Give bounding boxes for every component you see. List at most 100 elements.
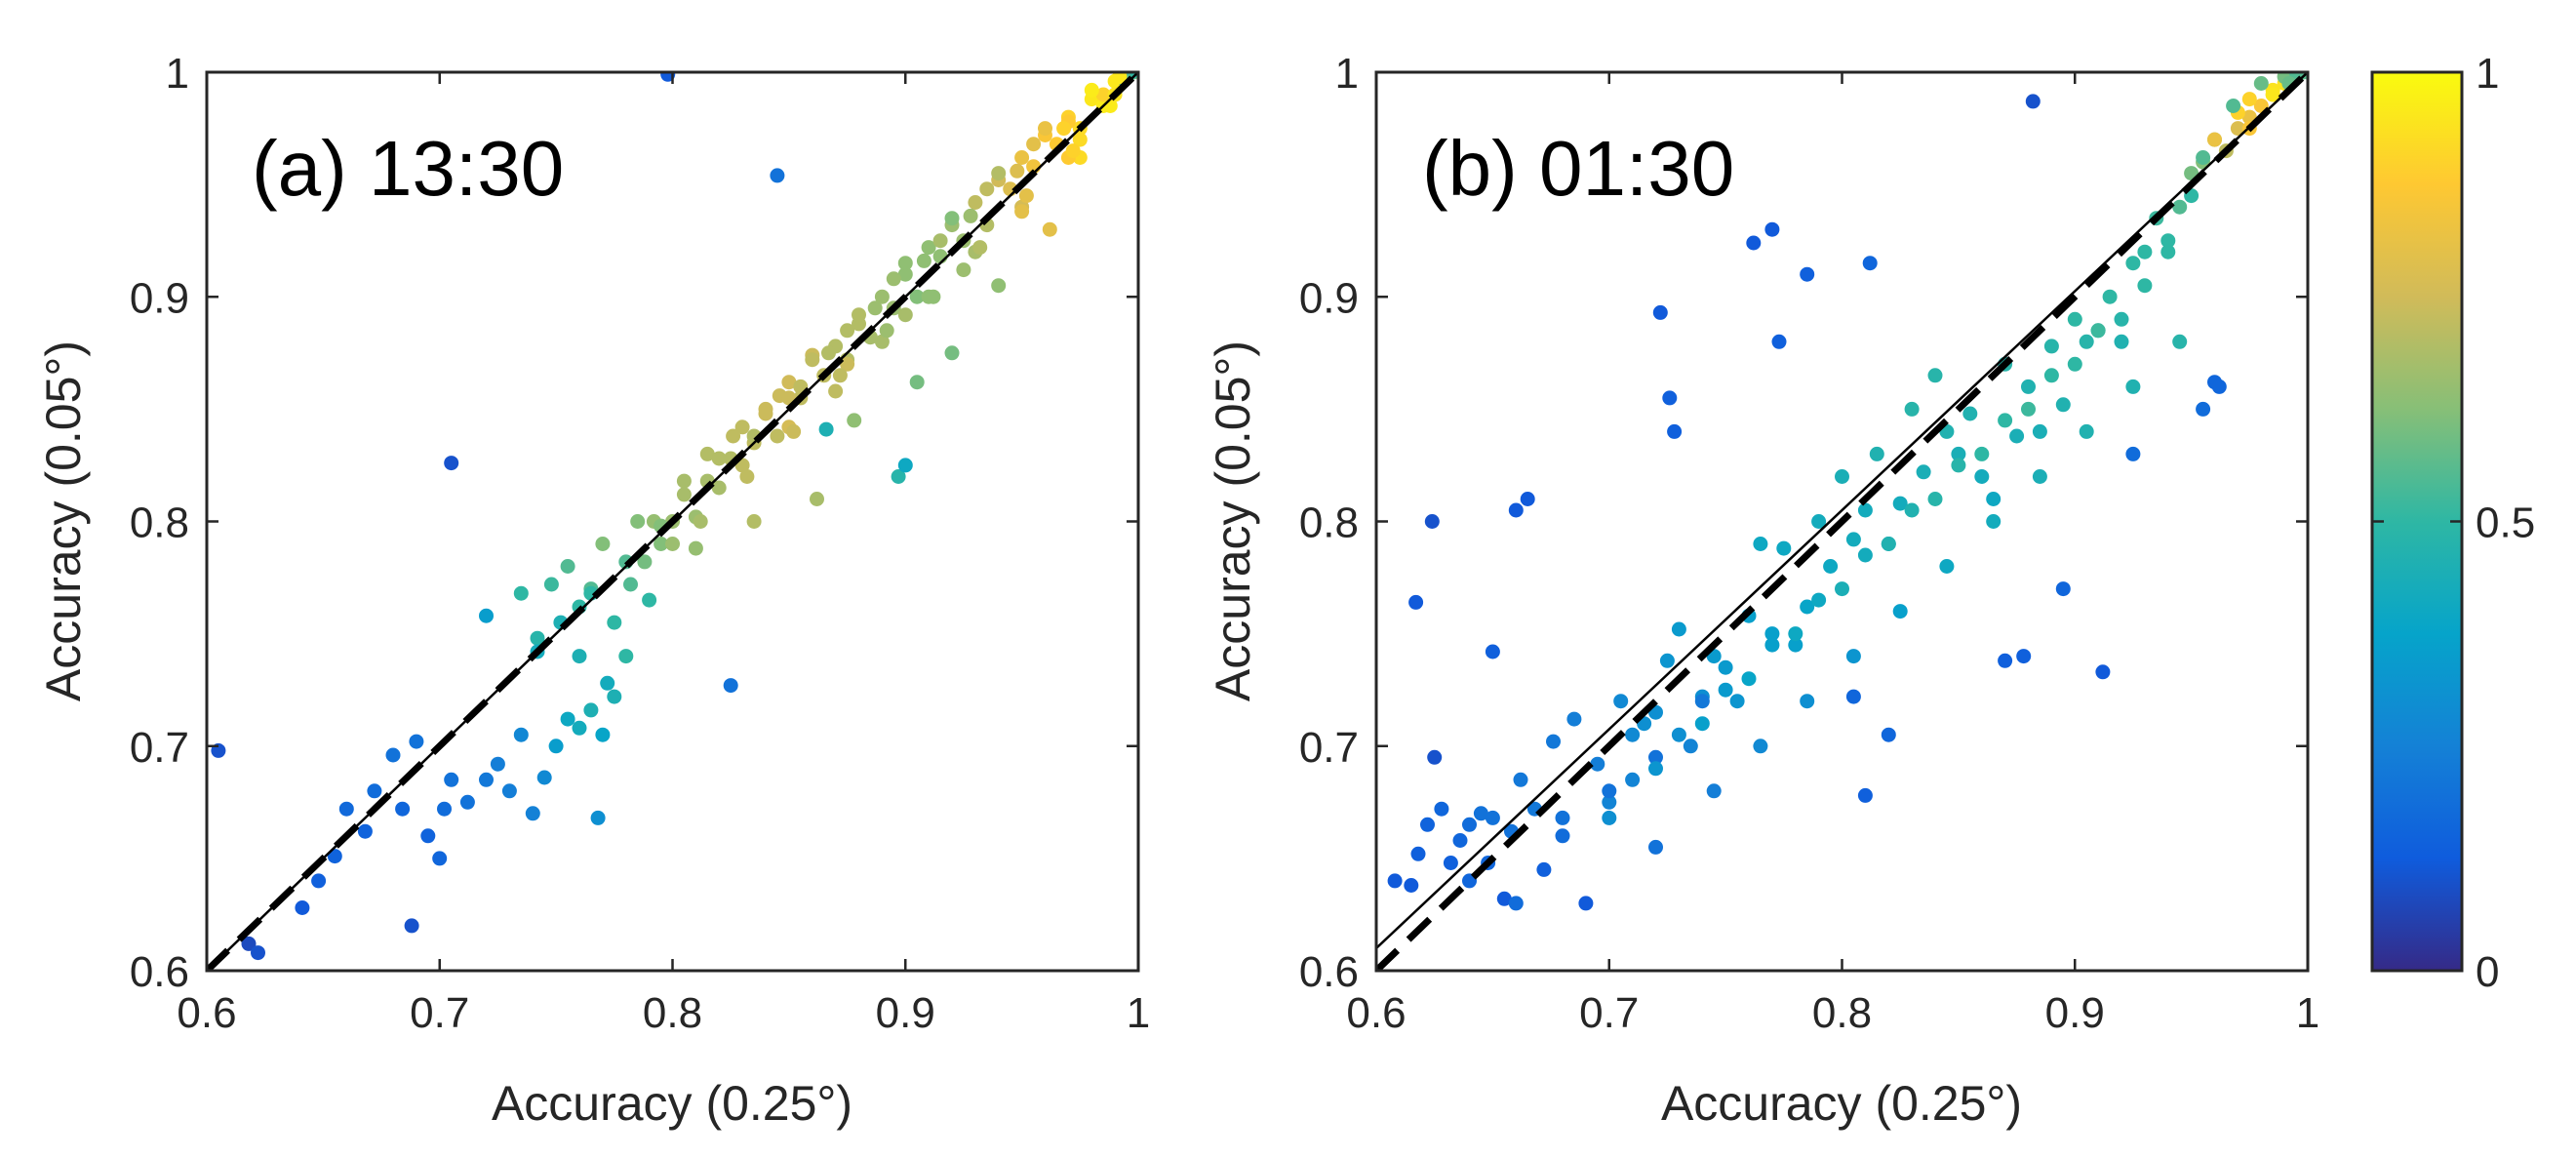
- x-tick-label: 0.7: [1579, 989, 1639, 1037]
- panel-b-x-axis-label: Accuracy (0.25°): [1661, 1076, 2022, 1131]
- data-point: [991, 166, 1007, 181]
- data-point: [916, 253, 931, 268]
- data-point: [1410, 846, 1426, 861]
- data-point: [2226, 99, 2241, 113]
- data-point: [1084, 82, 1099, 98]
- data-point: [1974, 446, 1990, 461]
- data-point: [2016, 649, 2032, 664]
- data-point: [676, 487, 692, 502]
- data-point: [432, 851, 448, 866]
- data-point: [1387, 873, 1403, 889]
- colorbar-tick-label: 1: [2476, 50, 2499, 98]
- data-point: [385, 747, 401, 763]
- data-point: [1473, 806, 1488, 821]
- data-point: [1962, 406, 1978, 421]
- data-point: [2067, 311, 2082, 327]
- data-point: [459, 794, 475, 810]
- data-point: [1694, 694, 1710, 709]
- data-point: [828, 383, 844, 399]
- data-point: [2241, 92, 2257, 107]
- data-point: [1485, 810, 1500, 825]
- data-point: [723, 678, 738, 694]
- data-point: [897, 307, 913, 323]
- data-point: [1112, 72, 1128, 85]
- data-point: [818, 421, 834, 437]
- data-point: [536, 770, 552, 785]
- data-point: [810, 492, 824, 506]
- data-point: [1881, 727, 1896, 742]
- data-point: [1986, 514, 2001, 529]
- data-point: [739, 469, 755, 484]
- data-point: [1683, 739, 1698, 754]
- colorbar-tick-label: 0.5: [2476, 499, 2535, 547]
- data-point: [338, 801, 354, 817]
- data-point: [1764, 637, 1780, 653]
- data-point: [1916, 464, 1931, 480]
- data-point: [1546, 734, 1561, 749]
- y-tick-label: 0.9: [130, 274, 189, 322]
- data-point: [623, 577, 638, 592]
- data-point: [2196, 150, 2211, 165]
- data-point: [357, 823, 373, 839]
- data-point: [852, 307, 866, 323]
- data-point: [805, 352, 820, 368]
- data-point: [874, 289, 890, 304]
- data-point: [909, 289, 925, 304]
- data-point: [1718, 659, 1733, 675]
- data-point: [840, 356, 855, 372]
- data-point: [1771, 334, 1787, 349]
- data-point: [2114, 311, 2129, 327]
- data-point: [560, 711, 575, 727]
- data-point: [572, 720, 587, 736]
- data-point: [501, 783, 517, 799]
- y-tick-label: 0.8: [130, 499, 189, 547]
- data-point: [897, 266, 913, 282]
- data-point: [437, 801, 452, 817]
- data-point: [479, 772, 494, 787]
- data-point: [2137, 278, 2153, 294]
- data-point: [1659, 653, 1675, 668]
- colorbar-scale: [2370, 70, 2464, 973]
- data-point: [1026, 137, 1042, 152]
- data-point: [979, 181, 995, 197]
- data-point: [926, 289, 941, 304]
- data-point: [2095, 664, 2111, 680]
- data-point: [770, 428, 785, 444]
- data-point: [525, 806, 540, 821]
- data-point: [1462, 873, 1477, 889]
- data-point: [1042, 221, 1057, 237]
- panel-b-title: (b) 01:30: [1422, 125, 1734, 212]
- data-point: [1974, 469, 1990, 484]
- data-point: [1602, 794, 1617, 810]
- data-point: [1667, 423, 1683, 439]
- data-point: [2055, 397, 2071, 413]
- data-point: [1536, 861, 1552, 877]
- panel-a-scatter: 0.6 0.7 0.8 0.9 1 0.6 0.7 0.8 0.9 1 (a) 13:30 Acc…: [36, 50, 1150, 1131]
- x-tick-label: 0.6: [1346, 989, 1406, 1037]
- data-point: [1904, 401, 1920, 417]
- data-point: [2211, 379, 2227, 394]
- data-point: [1788, 637, 1803, 653]
- data-point: [781, 375, 797, 390]
- data-point: [560, 559, 575, 574]
- data-point: [1648, 839, 1663, 855]
- data-point: [1746, 235, 1762, 251]
- data-point: [2125, 256, 2141, 271]
- data-point: [2125, 379, 2141, 394]
- y-tick-label: 0.6: [130, 948, 189, 996]
- panel-a-reference-lines: [207, 72, 1138, 971]
- data-point: [1648, 761, 1663, 777]
- data-point: [1018, 188, 1034, 204]
- data-point: [1845, 649, 1861, 664]
- data-point: [1998, 653, 2013, 668]
- data-point: [444, 456, 459, 471]
- data-point: [1811, 592, 1827, 608]
- y-tick-label: 0.7: [130, 724, 189, 772]
- data-point: [1706, 783, 1722, 799]
- data-point: [1520, 492, 1535, 506]
- panel-a-title: (a) 13:30: [252, 125, 564, 212]
- data-point: [1590, 756, 1605, 772]
- data-point: [897, 256, 913, 271]
- data-point: [832, 368, 848, 383]
- data-point: [600, 675, 615, 691]
